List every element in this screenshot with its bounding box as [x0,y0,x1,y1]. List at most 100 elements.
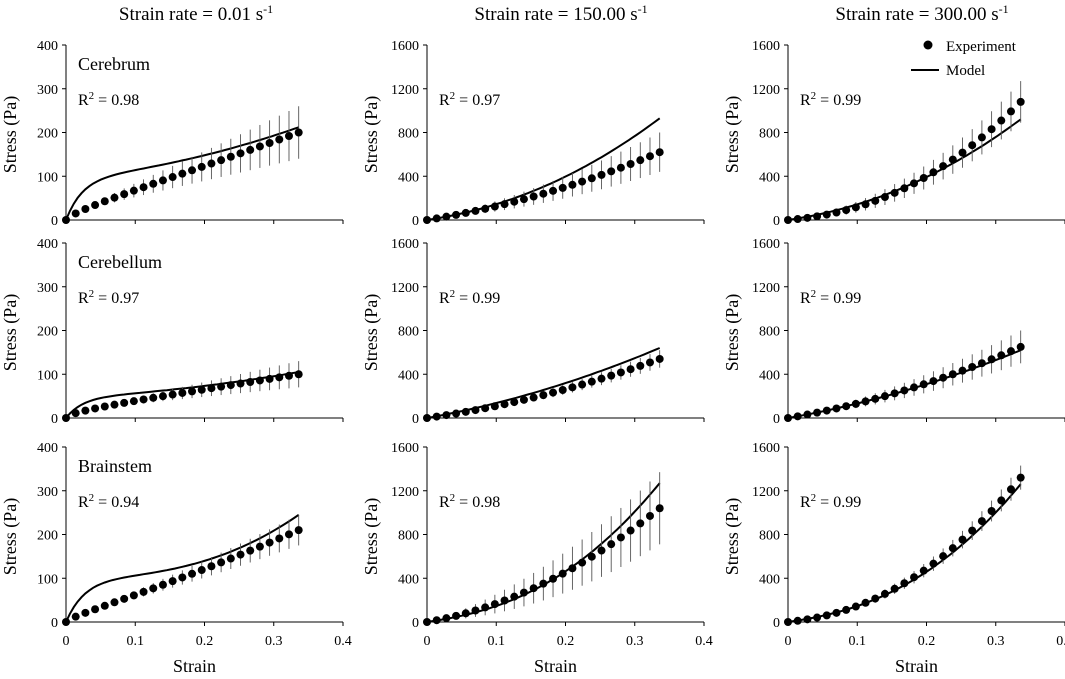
data-point [948,544,957,553]
data-point [158,580,167,589]
x-tick-label: 0.1 [849,634,867,649]
data-point [149,393,158,402]
data-point [626,160,635,169]
data-point [246,377,255,386]
y-axis-title: Stress (Pa) [722,96,743,174]
data-point [284,371,293,380]
panel-4: 0 400 800 1200 1600 Stress (Pa) R2 = 0.99 [361,237,705,427]
data-point [139,587,148,596]
data-point [626,526,635,535]
y-tick-label: 1600 [391,441,419,456]
legend-model-label: Model [946,63,985,79]
data-point [784,414,792,422]
data-point [939,162,948,171]
data-point [71,209,80,218]
data-point [265,138,274,147]
data-point [607,540,616,549]
data-point [490,202,499,211]
data-point [616,163,625,172]
data-point [158,176,167,185]
data-point [539,189,548,198]
y-tick-label: 0 [412,214,419,229]
data-point [968,362,977,371]
data-point [246,546,255,555]
data-point [519,588,528,597]
data-point [607,371,616,380]
data-point [432,214,441,223]
data-point [900,184,909,193]
data-point [871,196,880,205]
panels: 0 100 200 300 400 Stress (Pa) Cerebrum R2 = 0.9… [0,39,1065,676]
y-tick-label: 800 [398,325,419,340]
data-point [120,398,129,407]
x-tick-label: 0 [424,634,431,649]
data-point [62,216,70,224]
y-tick-label: 0 [51,616,58,631]
data-point [558,386,567,395]
data-point [529,393,538,402]
r2-label: R2 = 0.94 [78,492,139,511]
r2-label: R2 = 0.98 [78,90,139,109]
column-title-0: Strain rate = 0.01 s-1 [119,2,273,25]
y-tick-label: 100 [37,572,58,587]
data-point [197,162,206,171]
y-tick-label: 1600 [391,237,419,252]
y-tick-label: 0 [51,214,58,229]
data-point [432,412,441,421]
panel-7: 0 400 800 1200 1600 0 0.1 0.2 0.3 0.4 Strain Stress… [361,441,713,676]
data-point [1006,485,1015,494]
y-tick-label: 400 [759,368,780,383]
data-point [987,355,996,364]
data-point [461,407,470,416]
x-tick-label: 0 [785,634,792,649]
data-point [861,598,870,607]
data-point [71,612,80,621]
data-point [529,584,538,593]
data-point [91,605,100,614]
data-point [968,526,977,535]
data-point [110,193,119,202]
model-curve [426,117,661,221]
data-point [910,179,919,188]
data-point [81,205,90,214]
legend-experiment-label: Experiment [946,39,1017,55]
data-point [71,409,80,418]
data-point [616,368,625,377]
data-point [880,193,889,202]
data-point [549,574,558,583]
data-point [110,598,119,607]
data-point [1006,107,1015,116]
data-point [442,212,451,221]
y-tick-label: 1200 [752,281,780,296]
data-point [91,201,100,210]
x-tick-label: 0.2 [918,634,936,649]
panel-2: 0 400 800 1200 1600 Stress (Pa) R2 = 0.99 [722,39,1065,229]
r2-label: R2 = 0.99 [800,90,861,109]
data-point [168,173,177,182]
data-point [207,562,216,571]
data-point [539,391,548,400]
data-point [461,208,470,217]
data-point [997,351,1006,360]
data-point [919,380,928,389]
data-point [284,132,293,141]
data-point [110,400,119,409]
data-point [597,170,606,179]
data-point [471,206,480,215]
data-point [129,397,138,406]
y-tick-label: 800 [398,127,419,142]
y-tick-label: 400 [37,39,58,54]
y-tick-label: 400 [759,170,780,185]
data-point [871,594,880,603]
data-point [452,611,461,620]
y-tick-label: 800 [759,529,780,544]
x-tick-label: 0 [63,634,70,649]
y-tick-label: 200 [37,529,58,544]
data-point [793,616,802,625]
data-point [636,361,645,370]
data-point [452,409,461,418]
y-tick-label: 0 [773,214,780,229]
data-point [871,394,880,403]
data-point [139,183,148,192]
data-point [919,174,928,183]
